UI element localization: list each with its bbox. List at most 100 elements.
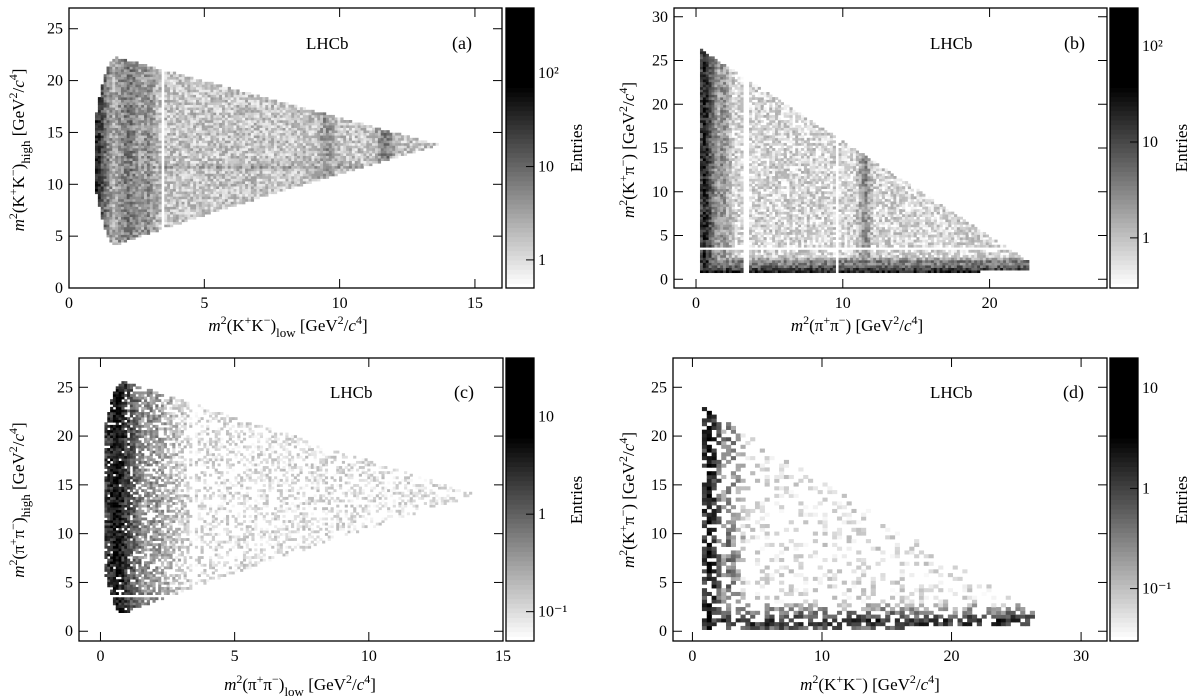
heatmap-cell [106,198,110,202]
heatmap-cell [302,125,307,128]
heatmap-cell [167,112,171,116]
heatmap-cell [265,170,269,174]
heatmap-cell [187,188,191,192]
heatmap-cell [100,155,104,159]
heatmap-cell [325,150,330,154]
heatmap-cell [395,148,399,151]
heatmap-cell [152,216,156,220]
heatmap-cell [334,140,338,144]
heatmap-cell [262,127,266,131]
heatmap-cell [699,191,704,195]
heatmap-cell [705,239,709,243]
heatmap-cell [210,140,214,144]
heatmap-cell [386,155,390,159]
heatmap-cell [708,137,712,141]
heatmap-cell [204,191,208,195]
heatmap-cell [187,140,191,144]
heatmap-cell [190,137,194,141]
heatmap-cell [699,53,704,57]
heatmap-cell [271,114,275,118]
heatmap-cell [265,132,269,136]
heatmap-cell [112,64,116,67]
heatmap-cell [705,181,709,184]
heatmap-cell [175,183,179,187]
heatmap-cell [360,148,364,151]
heatmap-cell [230,188,234,192]
heatmap-cell [320,125,324,128]
heatmap-cell [193,183,197,187]
heatmap-cell [233,201,237,205]
heatmap-cell [126,198,130,202]
heatmap-cell [207,107,211,111]
heatmap-cell [702,196,707,200]
heatmap-cell [100,117,104,121]
heatmap-cell [178,158,182,162]
heatmap-cell [112,130,116,134]
heatmap-cell [354,163,358,167]
heatmap-cell [193,188,197,192]
heatmap-cell [146,130,151,134]
heatmap-cell [383,137,387,141]
heatmap-cell [129,137,133,141]
heatmap-cell [702,142,707,146]
heatmap-cell [239,183,243,187]
heatmap-cell [372,150,376,154]
heatmap-cell [221,173,226,177]
heatmap-cell [297,142,301,146]
heatmap-cell [705,257,709,261]
heatmap-cell [167,176,171,179]
heatmap-cell [106,109,110,113]
heatmap-cell [94,117,99,121]
heatmap-cell [126,120,130,123]
heatmap-cell [708,196,712,200]
colorbar-segment [506,204,534,210]
heatmap-cell [106,219,110,223]
heatmap-cell [305,117,309,121]
heatmap-cell [198,140,203,144]
heatmap-cell [242,193,246,197]
heatmap-cell [334,142,338,146]
heatmap-cell [135,234,139,238]
heatmap-cell [170,216,174,220]
heatmap-cell [178,107,182,111]
heatmap-cell [115,201,119,205]
heatmap-cell [406,148,410,151]
heatmap-cell [193,140,197,144]
heatmap-cell [714,270,718,274]
heatmap-cell [271,99,275,103]
heatmap-cell [702,265,707,268]
heatmap-cell [340,170,344,174]
heatmap-cell [158,191,162,195]
heatmap-cell [245,191,249,195]
heatmap-cell [109,160,113,164]
heatmap-cell [288,112,292,116]
heatmap-cell [129,150,133,154]
heatmap-cell [181,102,185,106]
heatmap-cell [216,84,220,88]
heatmap-cell [271,176,275,179]
heatmap-cell [363,130,367,134]
heatmap-cell [219,117,223,121]
heatmap-cell [94,127,99,131]
heatmap-cell [227,176,231,179]
heatmap-cell [236,140,240,144]
heatmap-cell [187,130,191,134]
heatmap-cell [325,173,330,177]
heatmap-cell [149,216,154,220]
heatmap-cell [190,163,194,167]
heatmap-cell [135,148,139,151]
heatmap-cell [94,148,99,151]
heatmap-cell [141,64,145,67]
heatmap-cell [158,104,162,108]
heatmap-cell [357,158,361,162]
heatmap-cell [311,153,315,156]
heatmap-cell [204,160,208,164]
heatmap-cell [702,76,707,80]
heatmap-cell [299,165,304,169]
heatmap-cell [702,193,707,197]
heatmap-cell [193,107,197,111]
heatmap-cell [299,170,304,174]
heatmap-cell [247,173,252,177]
heatmap-cell [100,99,104,103]
heatmap-cell [221,120,226,123]
